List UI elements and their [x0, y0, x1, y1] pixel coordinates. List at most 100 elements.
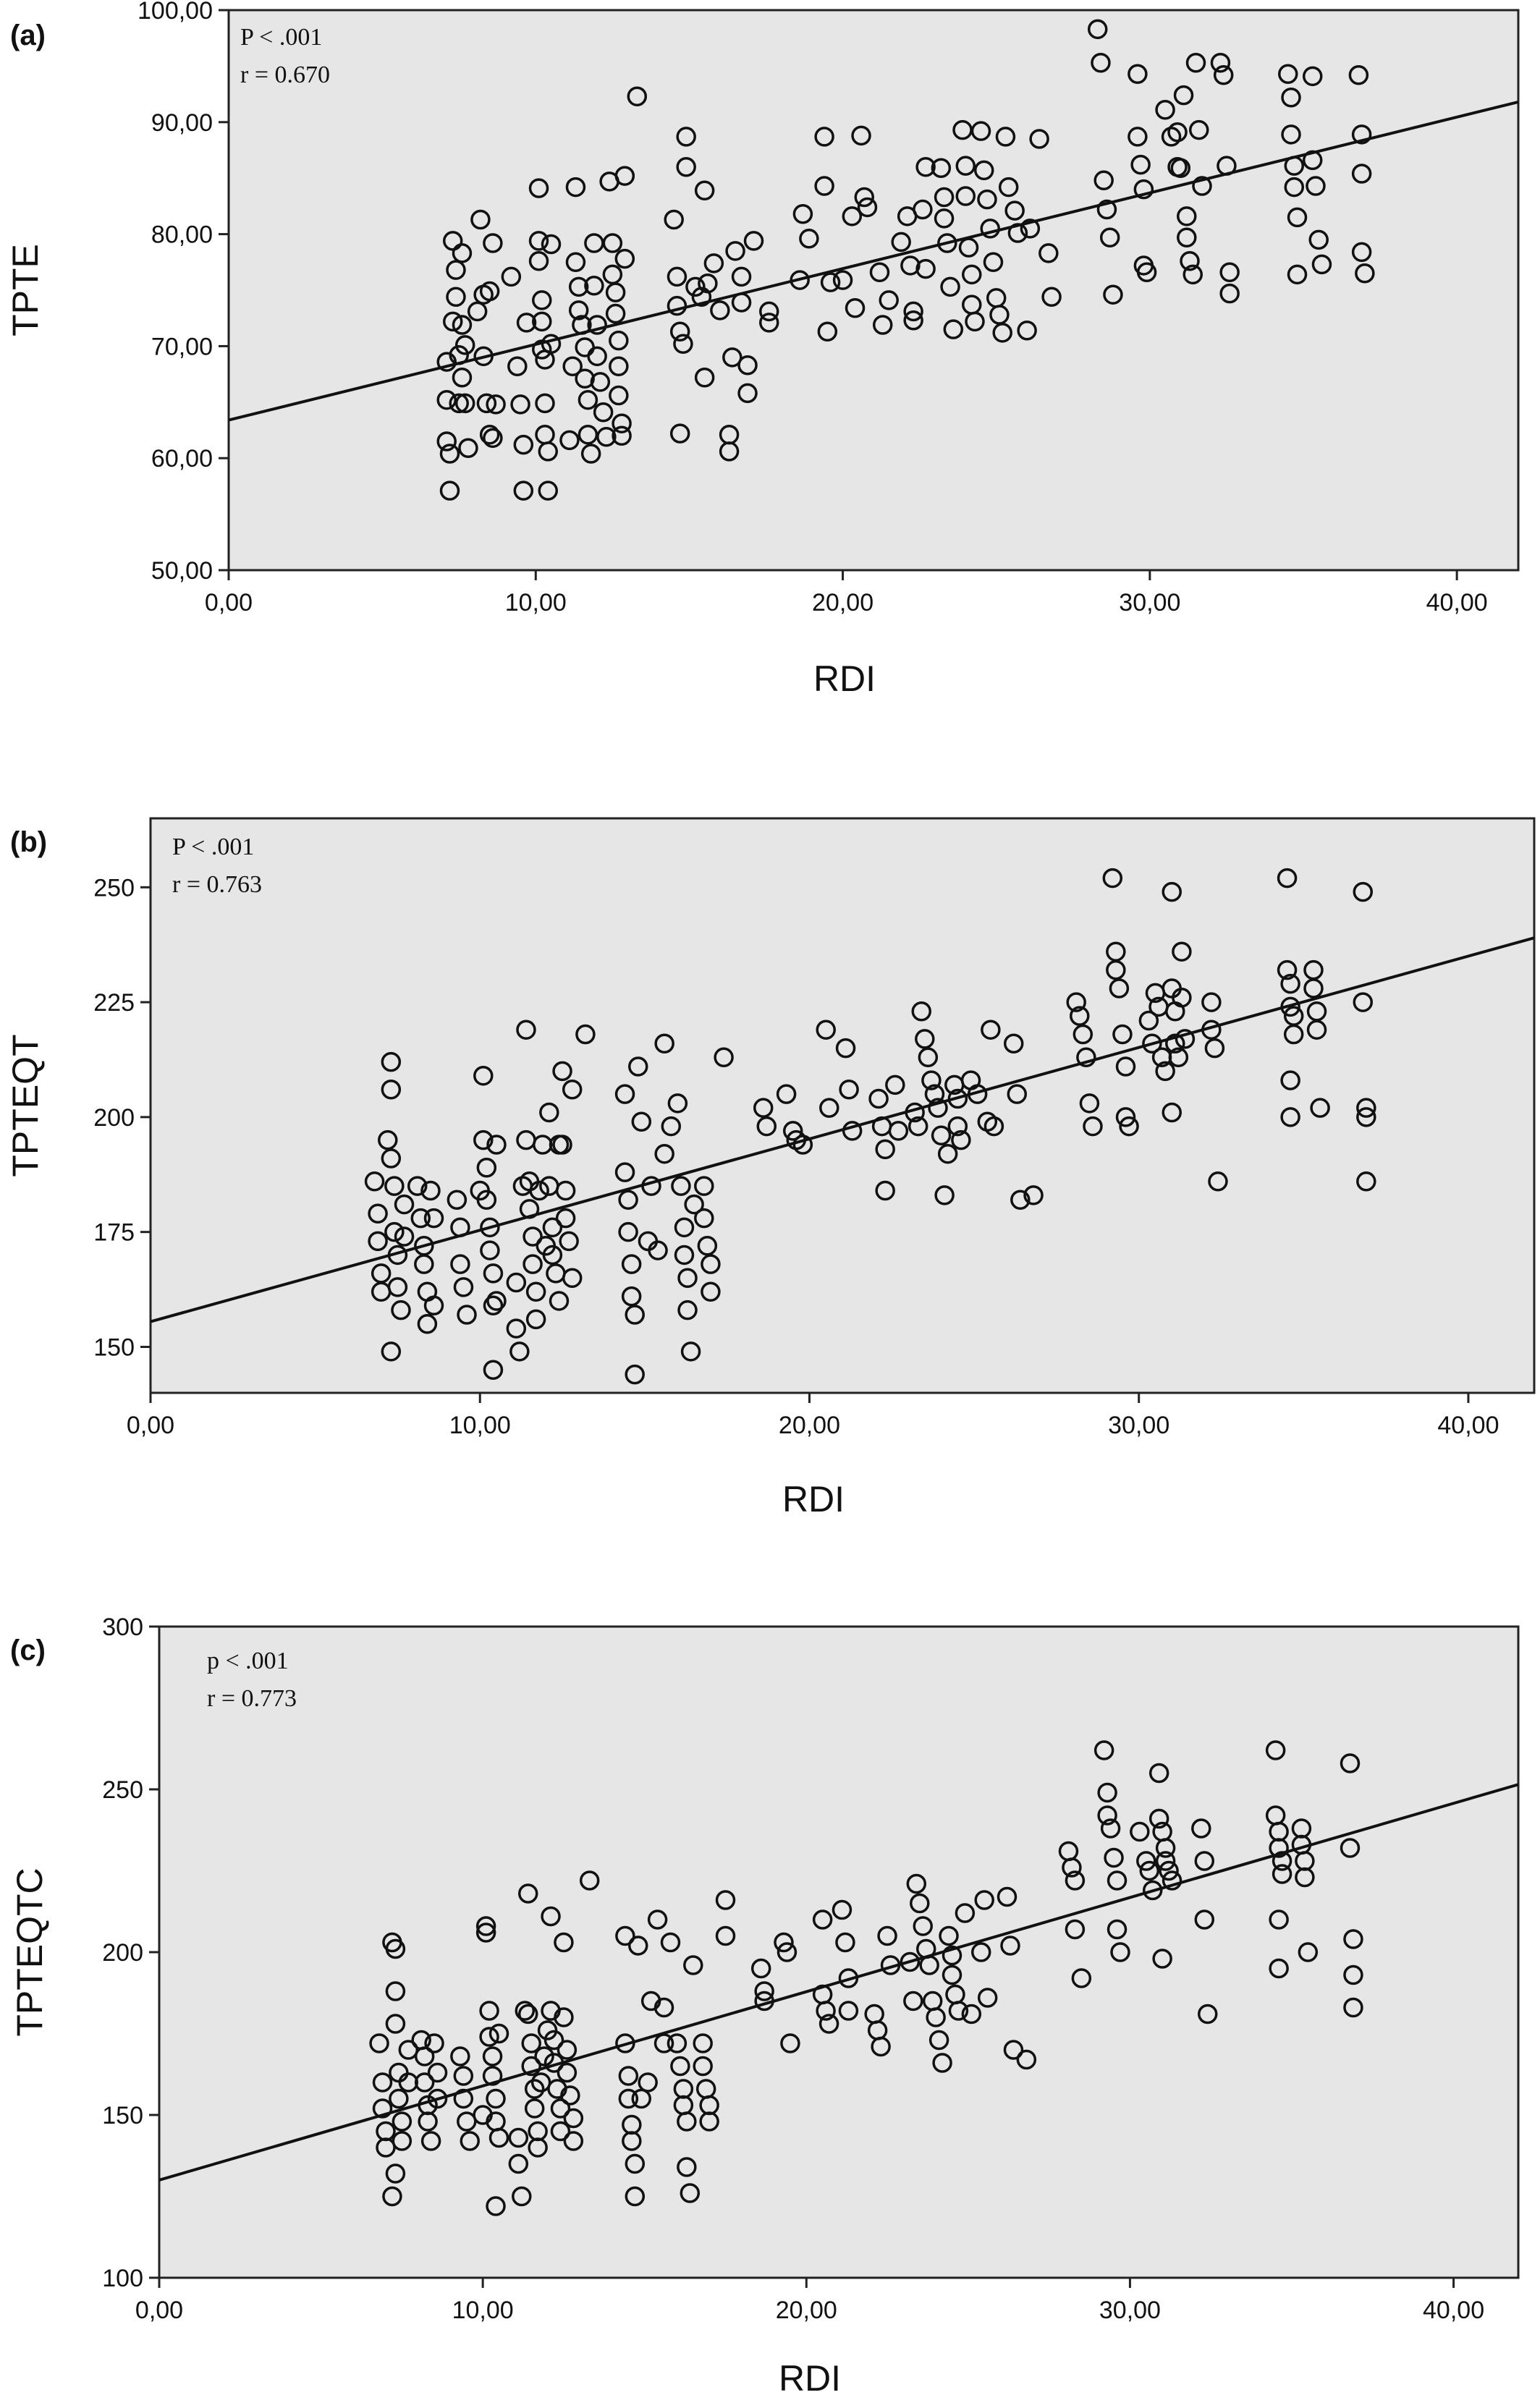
- data-point: [1159, 1860, 1179, 1881]
- data-point: [1310, 1098, 1330, 1118]
- data-point: [647, 1909, 668, 1930]
- data-point: [521, 2033, 541, 2053]
- data-point: [1284, 177, 1305, 198]
- data-point: [593, 402, 614, 423]
- data-point: [913, 199, 933, 220]
- data-point: [621, 1286, 642, 1307]
- data-point: [977, 1988, 998, 2008]
- data-point: [614, 166, 635, 186]
- data-point: [550, 2098, 571, 2119]
- data-point: [674, 1217, 695, 1238]
- data-point: [1356, 1171, 1376, 1192]
- data-point: [931, 158, 952, 179]
- data-point: [436, 389, 457, 410]
- data-point: [1097, 1782, 1117, 1803]
- data-point: [667, 1093, 688, 1114]
- data-point: [389, 2088, 409, 2109]
- y-tick-label: 250: [93, 874, 135, 902]
- data-point: [1177, 227, 1197, 247]
- data-point: [625, 1364, 645, 1385]
- data-point: [1162, 1102, 1182, 1123]
- data-point: [851, 125, 871, 146]
- data-point: [525, 1281, 546, 1302]
- data-point: [694, 1208, 714, 1229]
- data-point: [1152, 1949, 1172, 1969]
- r-value-annotation: r = 0.670: [240, 62, 330, 88]
- data-point: [559, 1231, 579, 1252]
- data-point: [737, 355, 758, 376]
- data-point: [667, 266, 688, 287]
- data-point: [631, 1111, 652, 1132]
- data-point: [932, 2053, 952, 2073]
- data-point: [997, 1886, 1018, 1907]
- data-point: [1139, 1860, 1160, 1881]
- data-point: [676, 156, 696, 177]
- data-point: [973, 160, 994, 181]
- data-point: [479, 281, 500, 302]
- data-point: [512, 2186, 532, 2207]
- data-point: [552, 1061, 572, 1082]
- data-point: [1185, 53, 1206, 73]
- data-point: [501, 266, 522, 287]
- data-point: [529, 1180, 549, 1201]
- data-point: [888, 1121, 909, 1141]
- data-point: [1119, 1116, 1139, 1137]
- data-point: [1194, 1851, 1215, 1871]
- data-point: [382, 2186, 402, 2207]
- data-point: [436, 431, 457, 452]
- data-point: [701, 1281, 721, 1302]
- data-point: [714, 1047, 734, 1068]
- data-point: [1155, 1061, 1175, 1082]
- data-point: [816, 1019, 836, 1040]
- data-point: [517, 2004, 538, 2025]
- data-point: [1192, 176, 1212, 196]
- data-point: [539, 1102, 559, 1123]
- data-point: [1076, 1047, 1096, 1068]
- data-point: [753, 1098, 774, 1118]
- data-point: [1353, 992, 1374, 1012]
- data-point: [1343, 1997, 1363, 2018]
- data-point: [602, 233, 623, 253]
- data-point: [1283, 1024, 1304, 1045]
- data-point: [506, 1272, 527, 1293]
- data-point: [667, 2033, 688, 2053]
- data-point: [1175, 1029, 1196, 1049]
- data-point: [677, 2157, 697, 2177]
- data-point: [423, 1208, 444, 1229]
- data-point: [928, 1098, 948, 1118]
- data-point: [1353, 881, 1374, 902]
- data-point: [661, 1116, 682, 1137]
- data-point: [814, 127, 834, 147]
- data-point: [677, 1300, 698, 1320]
- data-point: [524, 2079, 545, 2099]
- data-point: [1096, 199, 1117, 220]
- data-point: [1208, 1171, 1228, 1192]
- data-point: [587, 315, 607, 335]
- data-point: [1177, 206, 1197, 226]
- data-point: [515, 2001, 536, 2021]
- data-point: [722, 347, 742, 368]
- data-point: [676, 127, 696, 147]
- data-point: [596, 427, 617, 447]
- data-point: [1343, 1964, 1363, 1985]
- data-point: [513, 434, 534, 455]
- data-point: [1128, 64, 1148, 84]
- x-axis-label: RDI: [813, 658, 876, 699]
- data-point: [506, 1318, 527, 1339]
- data-point: [618, 2088, 639, 2109]
- data-point: [364, 1171, 385, 1192]
- data-point: [756, 1116, 777, 1137]
- data-point: [737, 383, 758, 404]
- data-point: [1180, 251, 1200, 271]
- data-point: [1020, 219, 1041, 239]
- data-point: [609, 385, 629, 406]
- data-point: [552, 1135, 572, 1155]
- data-point: [1170, 158, 1191, 179]
- data-point: [879, 290, 899, 310]
- data-point: [940, 276, 960, 297]
- data-point: [654, 1033, 674, 1054]
- data-point: [458, 438, 478, 459]
- data-point: [563, 2108, 584, 2129]
- data-point: [473, 1065, 494, 1086]
- data-point: [961, 2004, 982, 2025]
